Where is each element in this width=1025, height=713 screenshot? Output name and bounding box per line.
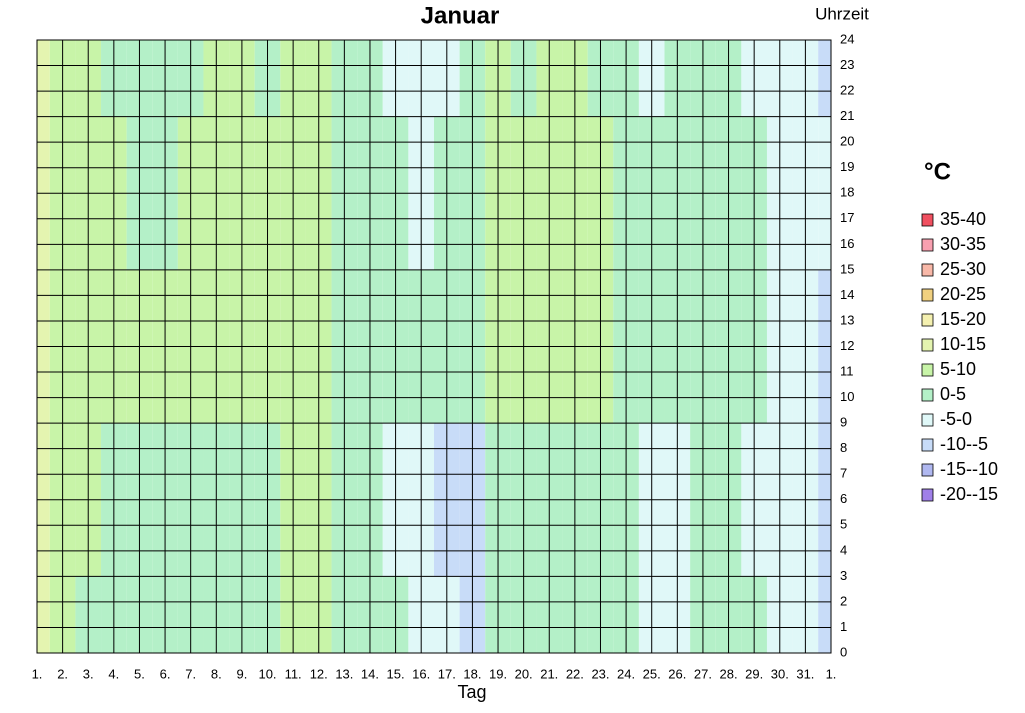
x-tick-label: 14. xyxy=(361,666,379,681)
legend-label: -20--15 xyxy=(940,484,998,504)
y-tick-label: 24 xyxy=(840,31,854,46)
x-tick-label: 17. xyxy=(438,666,456,681)
legend-swatch xyxy=(921,438,934,452)
y-tick-label: 20 xyxy=(840,134,854,149)
grid xyxy=(36,39,832,654)
x-tick-label: 27. xyxy=(694,666,712,681)
x-tick-label: 7. xyxy=(185,666,196,681)
y-tick-label: 9 xyxy=(840,415,847,430)
x-tick-label: 26. xyxy=(668,666,686,681)
legend-title: °C xyxy=(924,158,951,185)
legend-label: 25-30 xyxy=(940,259,986,279)
x-tick-label: 3. xyxy=(83,666,94,681)
y-tick-label: 15 xyxy=(840,261,854,276)
y-tick-label: 1 xyxy=(840,619,847,634)
y-tick-label: 19 xyxy=(840,159,854,174)
legend-label: 10-15 xyxy=(940,334,986,354)
x-tick-label: 24. xyxy=(617,666,635,681)
x-tick-label: 30. xyxy=(771,666,789,681)
legend-swatch xyxy=(921,313,934,327)
y-tick-label: 23 xyxy=(840,57,854,72)
y-tick-label: 3 xyxy=(840,568,847,583)
x-tick-label: 9. xyxy=(236,666,247,681)
legend-label: -5-0 xyxy=(940,409,972,429)
y-tick-label: 10 xyxy=(840,389,854,404)
x-tick-label: 20. xyxy=(515,666,533,681)
legend-swatch xyxy=(921,288,934,302)
x-tick-label: 12. xyxy=(310,666,328,681)
y-tick-label: 16 xyxy=(840,236,854,251)
legend-label: 5-10 xyxy=(940,359,976,379)
legend-swatch xyxy=(921,488,934,502)
y-tick-label: 4 xyxy=(840,542,847,557)
x-tick-label: 11. xyxy=(285,666,302,681)
plot-border xyxy=(36,39,832,654)
y-tick-label: 21 xyxy=(840,108,854,123)
legend-swatch xyxy=(921,238,934,252)
contour-cell xyxy=(37,576,50,653)
legend-swatch xyxy=(921,213,934,227)
y-tick-label: 12 xyxy=(840,338,854,353)
x-tick-label: 8. xyxy=(211,666,222,681)
contour-cell xyxy=(37,40,50,117)
legend-label: 35-40 xyxy=(940,209,986,229)
contour-cell xyxy=(818,576,831,653)
legend-swatch xyxy=(921,463,934,477)
legend-label: 30-35 xyxy=(940,234,986,254)
x-tick-label: 6. xyxy=(160,666,171,681)
legend-label: 20-25 xyxy=(940,284,986,304)
y-tick-label: 17 xyxy=(840,210,854,225)
y-tick-label: 22 xyxy=(840,83,854,98)
y-tick-label: 14 xyxy=(840,287,854,302)
legend-label: -15--10 xyxy=(940,459,998,479)
y-axis-label: Uhrzeit xyxy=(815,4,869,23)
chart-title: Januar xyxy=(421,2,500,29)
x-tick-label: 16. xyxy=(412,666,430,681)
x-tick-label: 31. xyxy=(796,666,814,681)
legend-swatch xyxy=(921,338,934,352)
x-axis-label: Tag xyxy=(457,682,486,702)
legend-swatch xyxy=(921,363,934,377)
y-tick-label: 2 xyxy=(840,593,847,608)
x-tick-label: 29. xyxy=(745,666,763,681)
y-tick-label: 0 xyxy=(840,644,847,659)
x-tick-label: 25. xyxy=(643,666,661,681)
x-tick-label: 4. xyxy=(108,666,119,681)
x-tick-label: 1. xyxy=(826,666,837,681)
x-tick-label: 15. xyxy=(387,666,405,681)
y-tick-label: 5 xyxy=(840,517,847,532)
y-tick-label: 6 xyxy=(840,491,847,506)
y-tick-label: 7 xyxy=(840,466,847,481)
y-tick-label: 18 xyxy=(840,185,854,200)
contour-cell xyxy=(818,40,831,117)
legend-swatch xyxy=(921,413,934,427)
x-tick-label: 22. xyxy=(566,666,584,681)
y-tick-label: 13 xyxy=(840,312,854,327)
x-tick-label: 13. xyxy=(335,666,353,681)
y-tick-label: 8 xyxy=(840,440,847,455)
x-tick-label: 5. xyxy=(134,666,145,681)
x-tick-label: 10. xyxy=(258,666,276,681)
x-tick-label: 23. xyxy=(591,666,609,681)
legend-swatch xyxy=(921,388,934,402)
legend-label: 15-20 xyxy=(940,309,986,329)
legend-swatch xyxy=(921,263,934,277)
legend-label: 0-5 xyxy=(940,384,966,404)
y-tick-label: 11 xyxy=(840,363,854,378)
x-tick-label: 2. xyxy=(57,666,68,681)
x-tick-label: 18. xyxy=(463,666,481,681)
x-tick-label: 19. xyxy=(489,666,507,681)
x-tick-label: 28. xyxy=(720,666,738,681)
legend-label: -10--5 xyxy=(940,434,988,454)
x-tick-label: 21. xyxy=(540,666,558,681)
x-tick-label: 1. xyxy=(32,666,43,681)
